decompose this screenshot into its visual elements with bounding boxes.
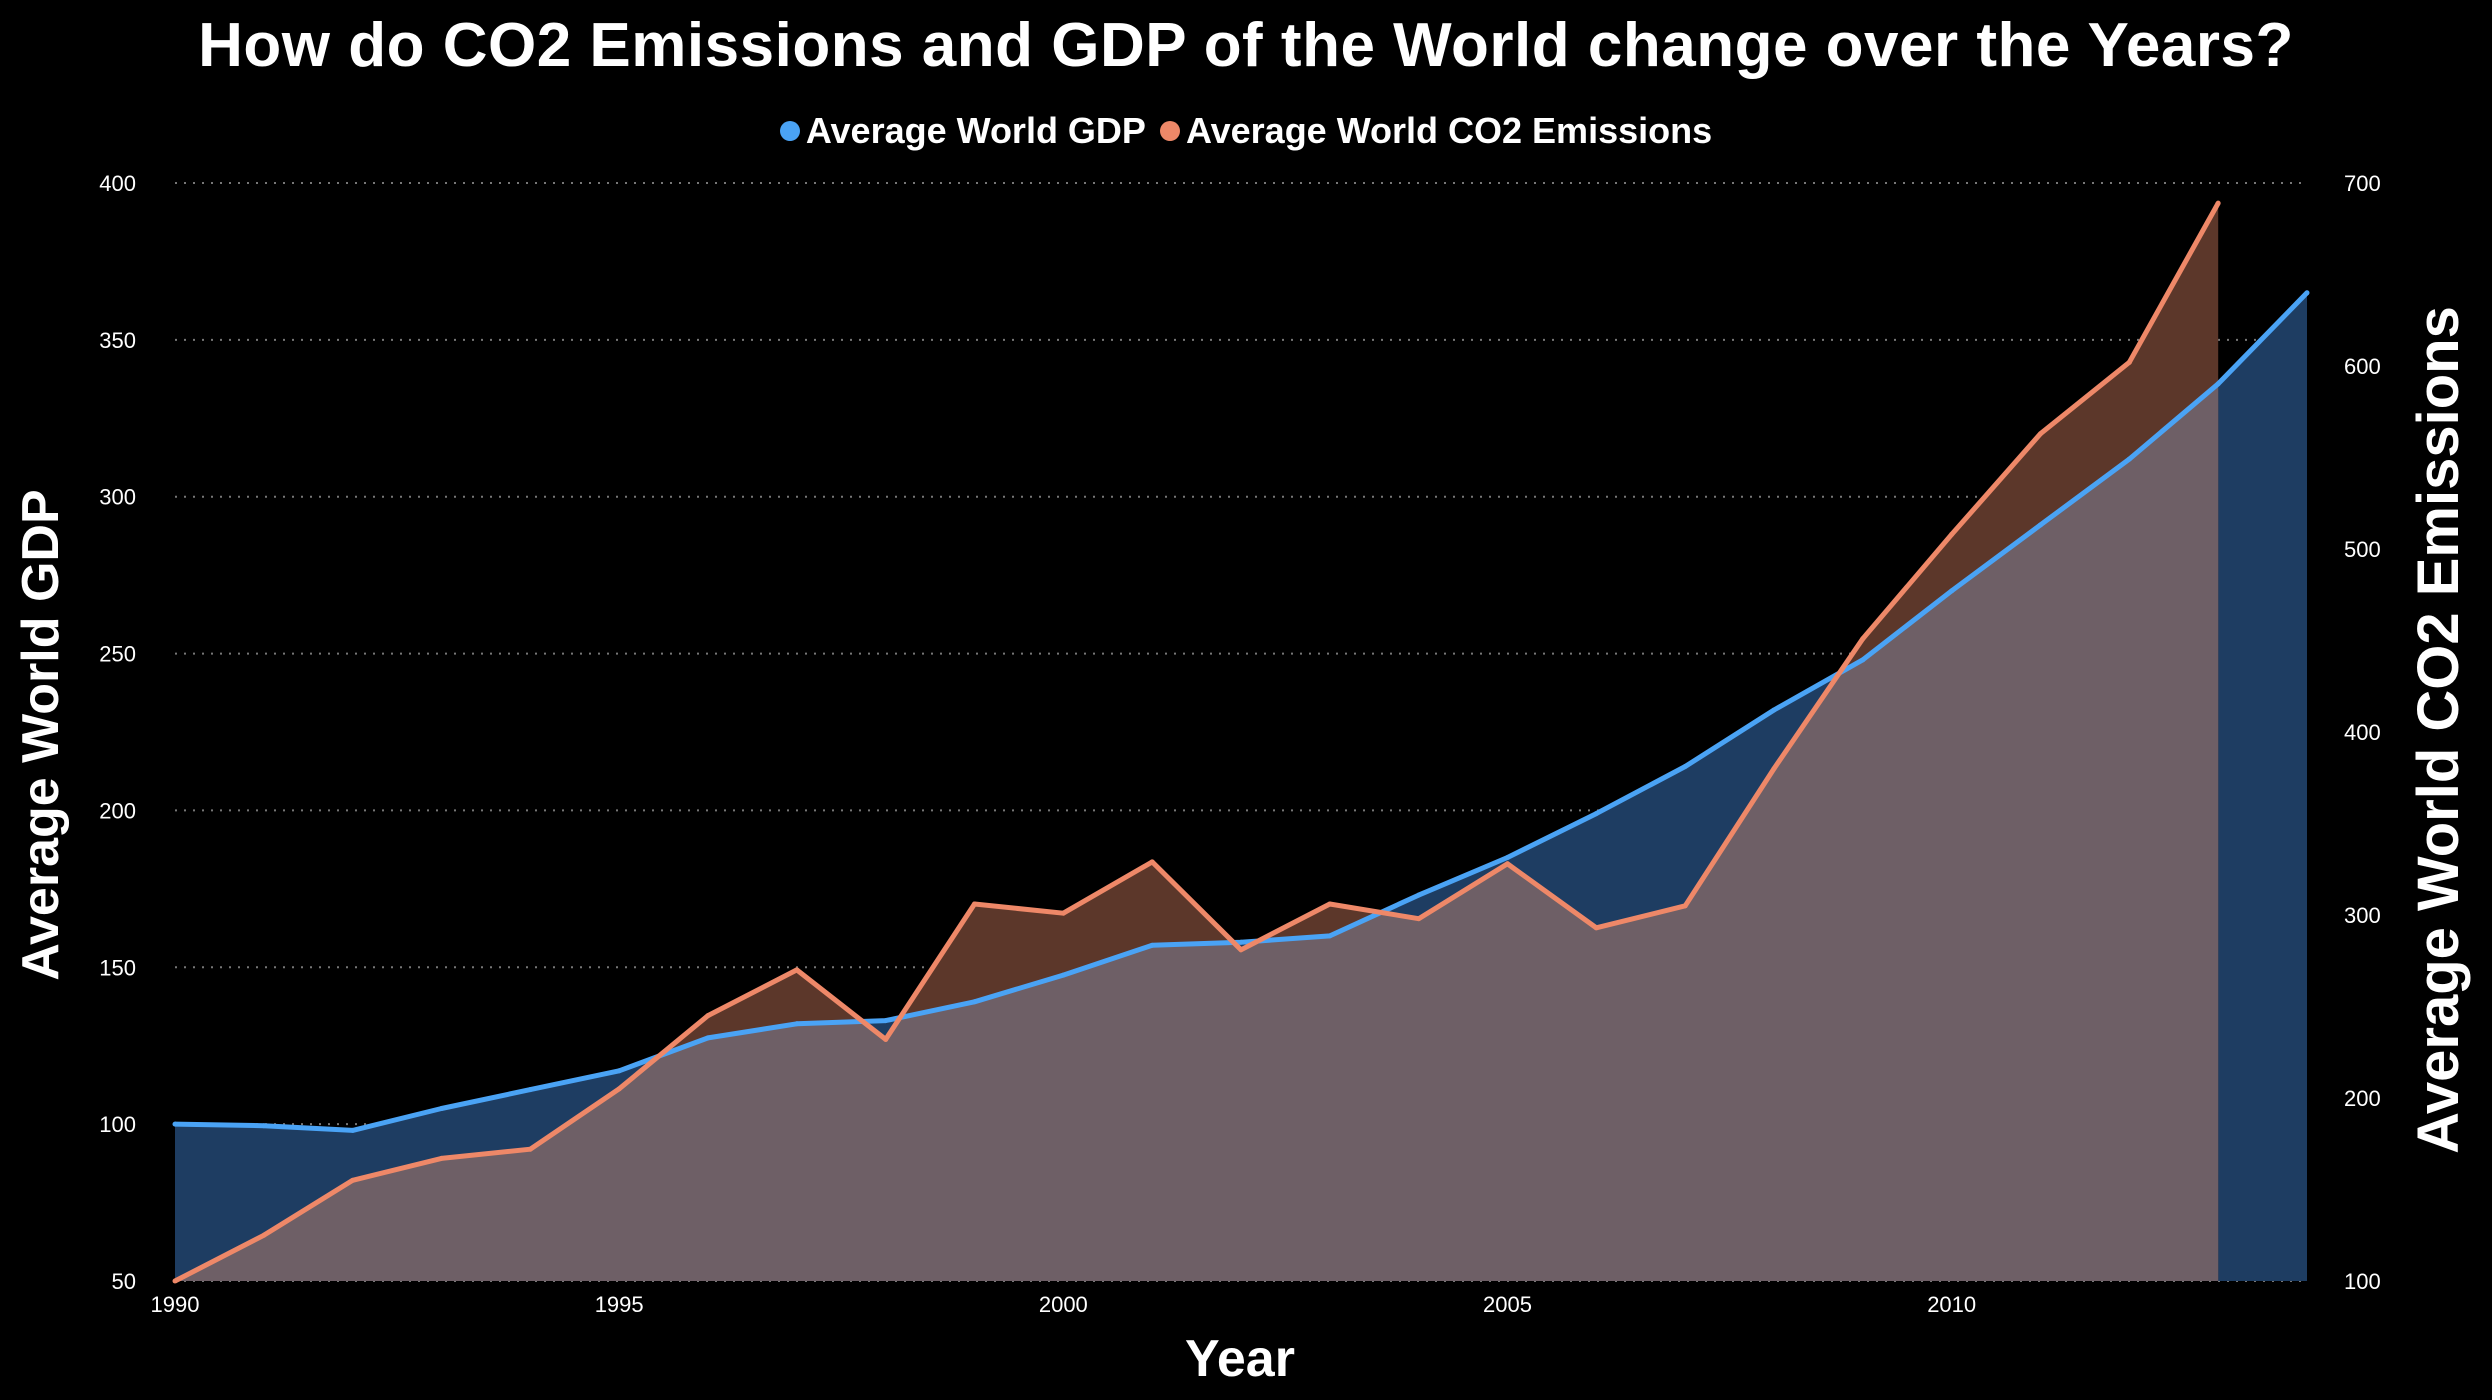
gdp-point <box>2126 456 2132 462</box>
gdp-point <box>2215 381 2221 387</box>
co2-point <box>883 1036 889 1042</box>
y-tick-left-label: 50 <box>112 1269 136 1294</box>
y-tick-right-label: 600 <box>2344 354 2381 379</box>
co2-point <box>1327 901 1333 907</box>
gdp-point <box>1682 764 1688 770</box>
gdp-point <box>1593 811 1599 817</box>
co2-point <box>2215 200 2221 206</box>
x-tick-label: 2005 <box>1483 1292 1532 1317</box>
co2-point <box>172 1278 178 1284</box>
legend-marker-co2 <box>1159 121 1180 141</box>
co2-point <box>616 1086 622 1092</box>
y-tick-left-label: 250 <box>99 642 136 667</box>
y-tick-right-label: 100 <box>2344 1269 2381 1294</box>
x-tick-label: 2010 <box>1927 1292 1976 1317</box>
y-tick-right-label: 200 <box>2344 1086 2381 1111</box>
x-tick-label: 2000 <box>1039 1292 1088 1317</box>
y-tick-right-label: 500 <box>2344 537 2381 562</box>
co2-point <box>350 1177 356 1183</box>
y-tick-left-label: 150 <box>99 955 136 980</box>
y-axis-left-title: Average World GDP <box>12 489 70 980</box>
co2-point <box>972 901 977 907</box>
gdp-point <box>1327 933 1333 939</box>
co2-point <box>705 1013 711 1019</box>
gdp-point <box>172 1121 178 1127</box>
legend-item-co2[interactable]: Average World CO2 Emissions <box>1159 110 1713 152</box>
co2-point <box>1682 903 1688 909</box>
gdp-point <box>1505 854 1510 860</box>
x-tick-label: 1990 <box>151 1292 200 1317</box>
gdp-point <box>1771 707 1777 713</box>
legend-marker-gdp <box>779 121 800 141</box>
gdp-point <box>527 1087 533 1093</box>
y-tick-left-label: 100 <box>99 1112 136 1137</box>
co2-point <box>2038 431 2043 437</box>
gdp-point <box>1149 942 1155 948</box>
gdp-point <box>616 1068 622 1074</box>
co2-point <box>1238 947 1244 953</box>
y-tick-left-label: 200 <box>99 798 136 823</box>
co2-point <box>794 967 800 973</box>
co2-point <box>1860 636 1866 642</box>
gdp-point <box>1949 588 1955 594</box>
y-tick-left-label: 350 <box>99 328 136 353</box>
co2-point <box>1505 861 1510 867</box>
gdp-point <box>2304 290 2310 296</box>
legend-item-gdp[interactable]: Average World GDP <box>779 110 1146 152</box>
y-tick-right-label: 400 <box>2344 720 2381 745</box>
chart-title: How do CO2 Emissions and GDP of the Worl… <box>198 11 2294 80</box>
co2-point <box>1416 916 1422 922</box>
y-tick-right-label: 700 <box>2344 171 2381 196</box>
co2-point <box>1771 766 1777 772</box>
y-tick-left-label: 300 <box>99 485 136 510</box>
gdp-point <box>794 1021 800 1027</box>
y-tick-right-label: 300 <box>2344 903 2381 928</box>
gdp-point <box>1238 939 1244 945</box>
gdp-point <box>1860 657 1866 663</box>
co2-point <box>1593 925 1599 931</box>
overlap-area <box>175 292 2219 1281</box>
co2-line <box>173 201 2221 1284</box>
co2-point <box>261 1232 267 1238</box>
gdp-point <box>705 1035 711 1041</box>
gdp-point <box>1060 972 1066 978</box>
gdp-point <box>261 1123 267 1129</box>
co2-point <box>1060 910 1066 916</box>
co2-point <box>527 1146 533 1152</box>
gdp-point <box>439 1105 444 1111</box>
co2-point <box>1949 531 1955 537</box>
y-tick-left-label: 400 <box>99 171 136 196</box>
x-tick-label: 1995 <box>595 1292 644 1317</box>
legend-label-gdp: Average World GDP <box>805 110 1146 151</box>
gdp-point <box>2038 522 2043 528</box>
x-axis-title: Year <box>1185 1330 1295 1388</box>
gdp-point <box>972 999 977 1005</box>
legend-label-co2: Average World CO2 Emissions <box>1185 110 1713 151</box>
legend: Average World GDP Average World CO2 Emis… <box>0 110 2492 152</box>
gdp-point <box>883 1018 889 1024</box>
co2-point <box>439 1155 444 1161</box>
y-axis-right-title: Average World CO2 Emissions <box>2406 306 2471 1154</box>
co2-point <box>2126 359 2132 365</box>
co2-point <box>1149 859 1155 865</box>
gdp-point <box>1416 892 1422 898</box>
gdp-point <box>350 1127 356 1133</box>
